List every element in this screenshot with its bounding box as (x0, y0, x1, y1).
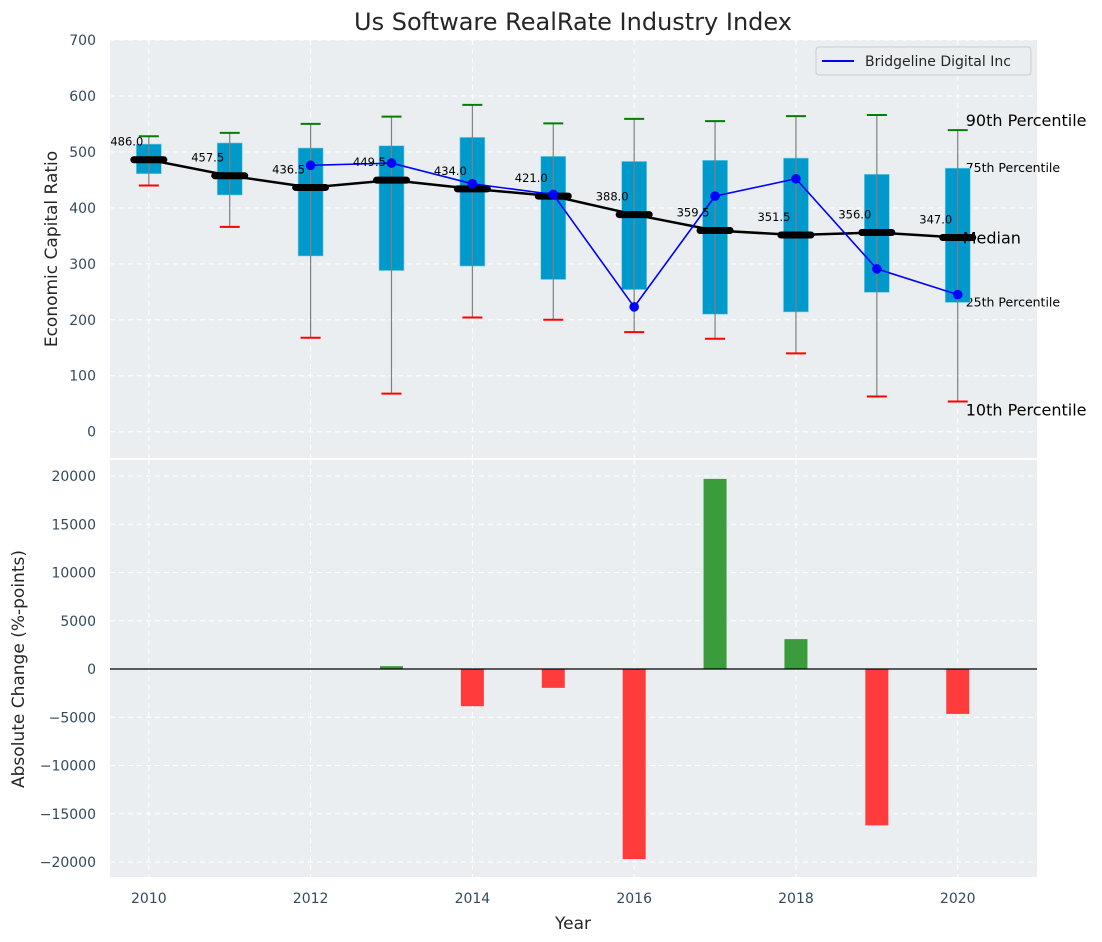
legend-box (815, 46, 1032, 76)
bottom-panel: −20000 −15000 −10000 −5000 0 5000 10000 15000 20… (9, 460, 1037, 934)
top-y-tick-label: 400 (69, 201, 96, 217)
bottom-y-tick-label: −5000 (49, 710, 96, 726)
change-bar-2018 (784, 639, 808, 670)
bottom-y-tick-label: 10000 (51, 566, 96, 582)
legend: Bridgeline Digital Inc (815, 46, 1032, 76)
median-value-label: 434.0 (434, 164, 467, 178)
median-value-label: 457.5 (191, 151, 224, 165)
x-axis-label: Year (554, 914, 591, 934)
median-value-label: 356.0 (838, 207, 871, 221)
median-value-label: 359.5 (677, 206, 710, 220)
box-2017 (702, 120, 728, 340)
bottom-y-tick-label: 0 (87, 662, 96, 678)
annotation-median: Median (963, 229, 1021, 248)
company-series (305, 158, 963, 312)
box-2016 (621, 117, 647, 334)
change-bar-2016 (622, 669, 646, 860)
top-plot-background (110, 40, 1037, 458)
bottom-y-tick-label: 15000 (51, 517, 96, 533)
top-y-tick-label: 300 (69, 257, 96, 273)
series-point (872, 264, 882, 274)
series-point (791, 173, 801, 184)
median-labels: 486.0 457.5 436.5 449.5 434.0 421.0 388.0 359.5… (110, 135, 952, 227)
box-2011 (216, 131, 243, 228)
series-point (305, 160, 316, 171)
legend-label-bridgeline: Bridgeline Digital Inc (865, 54, 1011, 70)
percentile-annotations-under: 75th Percentile 25th Percentile (966, 160, 1061, 309)
x-tick-label: 2010 (131, 891, 167, 907)
bottom-y-tick-label: 5000 (60, 614, 96, 630)
series-point (386, 158, 397, 168)
percentile-annotations: 90th Percentile Median 10th Percentile (963, 111, 1087, 419)
top-y-ticks: 0 100 200 300 400 500 600 700 (69, 33, 96, 441)
chart-title: Us Software RealRate Industry Index (354, 8, 792, 36)
top-y-tick-label: 200 (69, 313, 96, 329)
x-tick-label: 2018 (778, 891, 814, 907)
median-value-label: 351.5 (757, 210, 790, 224)
median-value-label: 421.0 (515, 171, 548, 185)
change-bar-2013 (379, 666, 403, 670)
x-tick-label: 2012 (293, 891, 329, 907)
change-bars (379, 478, 970, 860)
bottom-y-tick-label: 20000 (51, 469, 96, 485)
x-tick-label: 2014 (455, 891, 491, 907)
box-2014 (459, 103, 486, 319)
median-value-label: 449.5 (353, 155, 386, 169)
top-y-axis-label: Economic Capital Ratio (42, 151, 62, 347)
annotation-p25: 25th Percentile (966, 294, 1061, 309)
change-bar-2014 (460, 669, 484, 707)
change-bar-2019 (865, 669, 889, 826)
median-value-label: 347.0 (919, 213, 952, 227)
top-y-tick-label: 700 (69, 33, 96, 49)
x-ticks: 2010 2012 2014 2016 2018 2020 (131, 891, 976, 907)
top-panel: 0 100 200 300 400 500 600 700 75th Percentile 25… (42, 33, 1087, 458)
median-value-label: 436.5 (272, 162, 305, 176)
annotation-p10: 10th Percentile (966, 400, 1087, 419)
annotation-p75: 75th Percentile (966, 160, 1061, 175)
box-2015 (540, 122, 567, 321)
bottom-y-tick-label: −10000 (40, 759, 96, 775)
bottom-y-axis-label: Absolute Change (%-points) (9, 550, 29, 788)
x-tick-label: 2020 (940, 891, 976, 907)
bottom-y-ticks: −20000 −15000 −10000 −5000 0 5000 10000 15000 20… (40, 469, 96, 871)
series-point (710, 191, 720, 201)
annotation-p90: 90th Percentile (966, 111, 1087, 130)
bottom-y-tick-label: −20000 (40, 855, 96, 871)
series-point (467, 179, 478, 189)
series-point (548, 189, 559, 200)
top-y-tick-label: 0 (87, 425, 96, 441)
change-bar-2015 (541, 669, 565, 688)
top-y-tick-label: 100 (69, 369, 96, 385)
median-value-label: 388.0 (596, 190, 629, 204)
top-y-tick-label: 600 (69, 89, 96, 105)
change-bar-2020 (946, 669, 970, 714)
top-y-tick-label: 500 (69, 145, 96, 161)
x-tick-label: 2016 (616, 891, 652, 907)
series-point (629, 302, 639, 312)
change-bar-2017 (703, 478, 727, 670)
bottom-y-tick-label: −15000 (40, 807, 96, 823)
median-value-label: 486.0 (110, 135, 143, 149)
series-point (952, 289, 963, 300)
